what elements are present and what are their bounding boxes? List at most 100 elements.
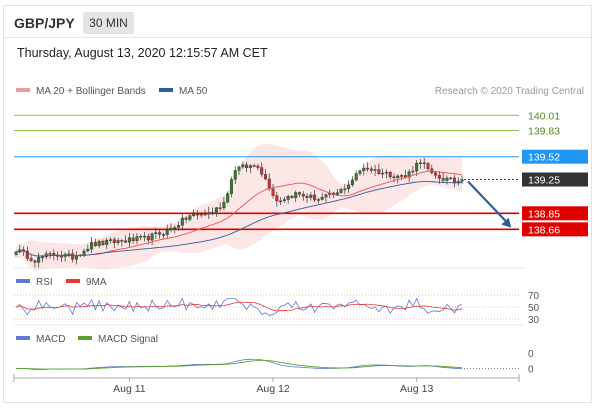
candle-up bbox=[192, 213, 196, 216]
candle-down bbox=[112, 239, 116, 244]
x-tick-label: Aug 13 bbox=[400, 383, 433, 395]
candle-up bbox=[135, 236, 139, 241]
candle-up bbox=[67, 253, 71, 255]
candle-up bbox=[373, 169, 377, 171]
level-label-139-52: 139.52 bbox=[528, 152, 560, 164]
candle-up bbox=[384, 171, 388, 174]
candle-up bbox=[335, 192, 339, 196]
candle-down bbox=[211, 212, 215, 214]
candle-up bbox=[86, 248, 90, 252]
rsi-level-label-30: 30 bbox=[528, 315, 540, 326]
candle-up bbox=[286, 195, 290, 200]
candle-down bbox=[422, 162, 426, 164]
candle-down bbox=[263, 174, 267, 180]
candle-up bbox=[105, 239, 109, 245]
candle-down bbox=[218, 207, 222, 209]
timeframe-badge[interactable]: 30 MIN bbox=[83, 12, 134, 34]
candle-down bbox=[93, 242, 97, 247]
candle-down bbox=[124, 240, 128, 243]
candle-up bbox=[320, 196, 324, 200]
candle-up bbox=[90, 242, 94, 250]
timestamp: Thursday, August 13, 2020 12:15:57 AM CE… bbox=[17, 46, 268, 60]
candle-up bbox=[143, 235, 147, 238]
candle-up bbox=[309, 194, 313, 198]
candle-up bbox=[358, 170, 362, 174]
bollinger-band-area bbox=[16, 143, 463, 271]
price-level-labels: 140.01 139.83 139.52 139.25 138.85 138.66 bbox=[522, 110, 588, 237]
candle-up bbox=[460, 179, 464, 182]
price-levels bbox=[14, 114, 519, 231]
legend-swatch-ma20 bbox=[16, 88, 30, 92]
candle-up bbox=[139, 236, 143, 238]
candle-down bbox=[426, 163, 430, 170]
legend-ma20: MA 20 + Bollinger Bands bbox=[36, 86, 146, 97]
legend-rsi: RSI bbox=[36, 277, 53, 288]
rsi-legend: RSI 9MA bbox=[16, 277, 107, 288]
candle-down bbox=[437, 175, 441, 179]
candle-up bbox=[165, 229, 169, 235]
candle-up bbox=[279, 200, 283, 203]
forecast-arrow-head bbox=[501, 217, 512, 228]
candle-up bbox=[207, 212, 211, 215]
chart-header: GBP/JPY 30 MIN bbox=[4, 6, 591, 38]
level-badge-139-25 bbox=[522, 172, 588, 187]
candle-up bbox=[324, 194, 328, 198]
candle-down bbox=[195, 213, 199, 216]
macd-line bbox=[15, 358, 463, 370]
candle-up bbox=[316, 199, 320, 201]
candle-down bbox=[290, 195, 294, 198]
candle-up bbox=[37, 256, 41, 263]
candle-down bbox=[184, 217, 188, 220]
x-axis: Aug 11 Aug 12 Aug 13 bbox=[13, 374, 520, 395]
candle-up bbox=[445, 177, 449, 181]
candle-down bbox=[369, 168, 373, 171]
candle-up bbox=[116, 240, 120, 244]
candle-up bbox=[82, 250, 86, 256]
candle-down bbox=[158, 232, 162, 235]
x-tick-label: Aug 11 bbox=[113, 383, 146, 395]
candle-up bbox=[188, 215, 192, 220]
candle-down bbox=[388, 171, 392, 178]
level-badge-138-85 bbox=[522, 206, 588, 221]
level-badge-138-66 bbox=[522, 222, 588, 237]
rsi-ma-line bbox=[15, 301, 463, 312]
level-label-138-85: 138.85 bbox=[528, 208, 560, 220]
candle-down bbox=[256, 165, 260, 168]
candle-up bbox=[418, 162, 422, 164]
candle-up bbox=[411, 170, 415, 173]
header-divider bbox=[4, 37, 591, 38]
ma50-line bbox=[15, 181, 463, 257]
candle-up bbox=[14, 251, 18, 255]
candle-up bbox=[74, 255, 78, 260]
candle-down bbox=[29, 258, 33, 261]
candle-up bbox=[169, 227, 173, 231]
price-legend: MA 20 + Bollinger Bands MA 50 Research ©… bbox=[16, 86, 584, 97]
candle-down bbox=[267, 178, 271, 190]
candle-up bbox=[282, 199, 286, 202]
candle-up bbox=[415, 162, 419, 172]
candle-up bbox=[248, 165, 252, 169]
candle-up bbox=[354, 173, 358, 181]
candle-down bbox=[146, 235, 150, 241]
level-label-138-66: 138.66 bbox=[528, 224, 560, 236]
level-label-139-83: 139.83 bbox=[528, 126, 560, 138]
legend-swatch-ma50 bbox=[159, 88, 173, 92]
forecast-arrow-shaft bbox=[467, 180, 509, 225]
candle-up bbox=[108, 239, 112, 241]
candle-up bbox=[127, 237, 131, 243]
candle-down bbox=[161, 234, 165, 236]
instrument-title: GBP/JPY bbox=[14, 15, 75, 31]
candle-down bbox=[203, 213, 207, 216]
research-credit: Research © 2020 Trading Central bbox=[435, 86, 584, 97]
candle-down bbox=[441, 178, 445, 181]
candle-down bbox=[101, 240, 105, 245]
candle-up bbox=[154, 232, 158, 234]
candle-down bbox=[271, 188, 275, 196]
candle-down bbox=[33, 260, 37, 263]
candle-up bbox=[343, 188, 347, 191]
candle-down bbox=[25, 250, 29, 259]
legend-swatch-macd-signal bbox=[78, 336, 92, 340]
legend-swatch-macd bbox=[16, 336, 30, 340]
candle-down bbox=[298, 192, 302, 195]
candle-down bbox=[71, 253, 75, 260]
